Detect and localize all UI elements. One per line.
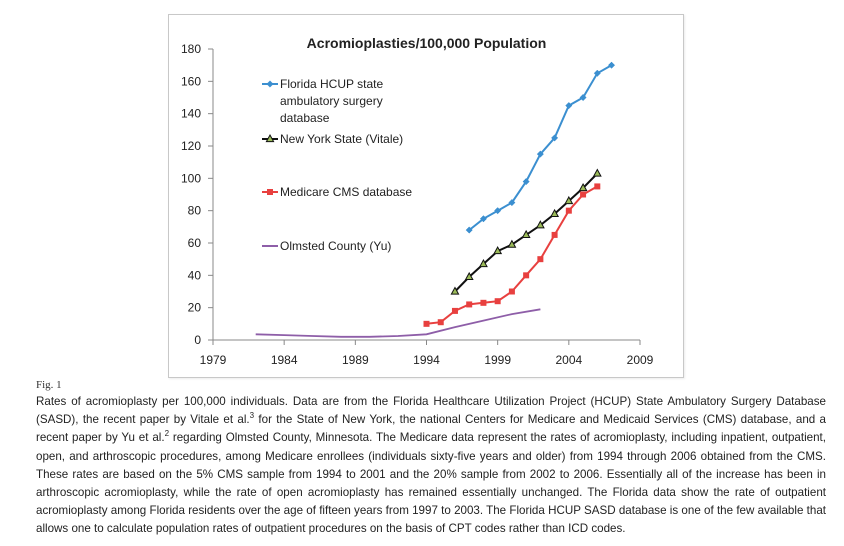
y-tick-label-140: 140 (181, 107, 201, 121)
caption-text-1: Rates of acromioplasty per 100,000 indiv… (36, 395, 826, 427)
data-point-2-7 (523, 272, 530, 279)
y-tick-label-80: 80 (188, 204, 202, 218)
legend-label-0-2: database (280, 111, 330, 125)
legend-label-0-0: Florida HCUP state (280, 77, 383, 91)
y-tick-label-160: 160 (181, 74, 201, 88)
data-point-0-0 (465, 226, 473, 234)
data-point-1-3 (493, 246, 503, 255)
y-tick-label-180: 180 (181, 42, 201, 56)
data-point-2-0 (423, 320, 430, 327)
legend-label-2-0: Medicare CMS database (280, 185, 412, 199)
data-point-1-5 (521, 229, 531, 239)
data-point-1-0 (450, 286, 460, 295)
x-tick-label-2009: 2009 (627, 353, 654, 367)
data-point-2-6 (508, 288, 515, 295)
legend-marker-0 (266, 80, 274, 88)
data-point-0-3 (508, 199, 516, 207)
x-tick-label-1999: 1999 (484, 353, 511, 367)
data-point-1-8 (564, 195, 574, 205)
x-tick-label-2004: 2004 (555, 353, 582, 367)
data-point-2-11 (580, 191, 587, 198)
data-point-2-1 (437, 319, 444, 326)
x-tick-label-1994: 1994 (413, 353, 440, 367)
y-tick-label-120: 120 (181, 139, 201, 153)
data-point-0-6 (551, 134, 559, 142)
data-point-1-2 (478, 258, 488, 268)
figure-label: Fig. 1 (36, 379, 62, 391)
legend-marker-2 (267, 189, 273, 195)
data-point-2-12 (594, 183, 601, 190)
legend-label-3-0: Olmsted County (Yu) (280, 239, 391, 253)
y-tick-label-20: 20 (188, 301, 202, 315)
x-tick-label-1979: 1979 (200, 353, 227, 367)
data-point-0-5 (536, 150, 544, 158)
data-point-1-1 (464, 271, 474, 281)
series-line-2 (426, 185, 598, 325)
data-point-0-1 (479, 215, 487, 223)
data-point-0-9 (593, 69, 601, 77)
data-point-2-10 (565, 207, 572, 214)
chart-title: Acromioplasties/100,000 Population (307, 35, 547, 51)
data-point-0-2 (494, 207, 502, 215)
data-point-1-6 (535, 220, 545, 229)
data-point-0-4 (522, 178, 530, 186)
y-tick-label-40: 40 (188, 268, 202, 282)
y-tick-label-100: 100 (181, 171, 201, 185)
series-line-3 (255, 308, 541, 338)
data-point-2-3 (466, 301, 473, 308)
data-point-1-4 (507, 239, 517, 248)
data-point-2-4 (480, 299, 487, 306)
x-tick-label-1989: 1989 (342, 353, 369, 367)
data-point-0-10 (607, 61, 616, 69)
y-tick-label-60: 60 (188, 236, 202, 250)
legend-label-1-0: New York State (Vitale) (280, 132, 403, 146)
data-point-0-8 (579, 93, 587, 102)
data-point-2-5 (494, 298, 501, 305)
caption-text-2: for the State of New York, the national … (36, 413, 826, 445)
data-point-0-7 (565, 102, 573, 110)
series-line-0 (468, 64, 612, 231)
x-tick-label-1984: 1984 (271, 353, 298, 367)
data-point-2-8 (537, 256, 544, 263)
data-point-1-9 (578, 182, 588, 192)
caption-text-3: regarding Olmsted County, Minnesota. The… (36, 431, 826, 536)
data-point-1-7 (550, 208, 560, 217)
data-point-2-9 (551, 231, 558, 238)
figure-caption: Rates of acromioplasty per 100,000 indiv… (36, 393, 826, 539)
legend-marker-1 (265, 133, 275, 143)
legend-label-0-1: ambulatory surgery (280, 94, 383, 108)
data-point-2-2 (451, 307, 458, 314)
reference-2[interactable]: 2 (164, 429, 170, 439)
data-point-1-10 (592, 168, 602, 177)
chart: Acromioplasties/100,000 Population 0 20 40 6… (181, 35, 654, 367)
y-tick-label-0: 0 (194, 333, 201, 347)
reference-3[interactable]: 3 (249, 411, 255, 421)
